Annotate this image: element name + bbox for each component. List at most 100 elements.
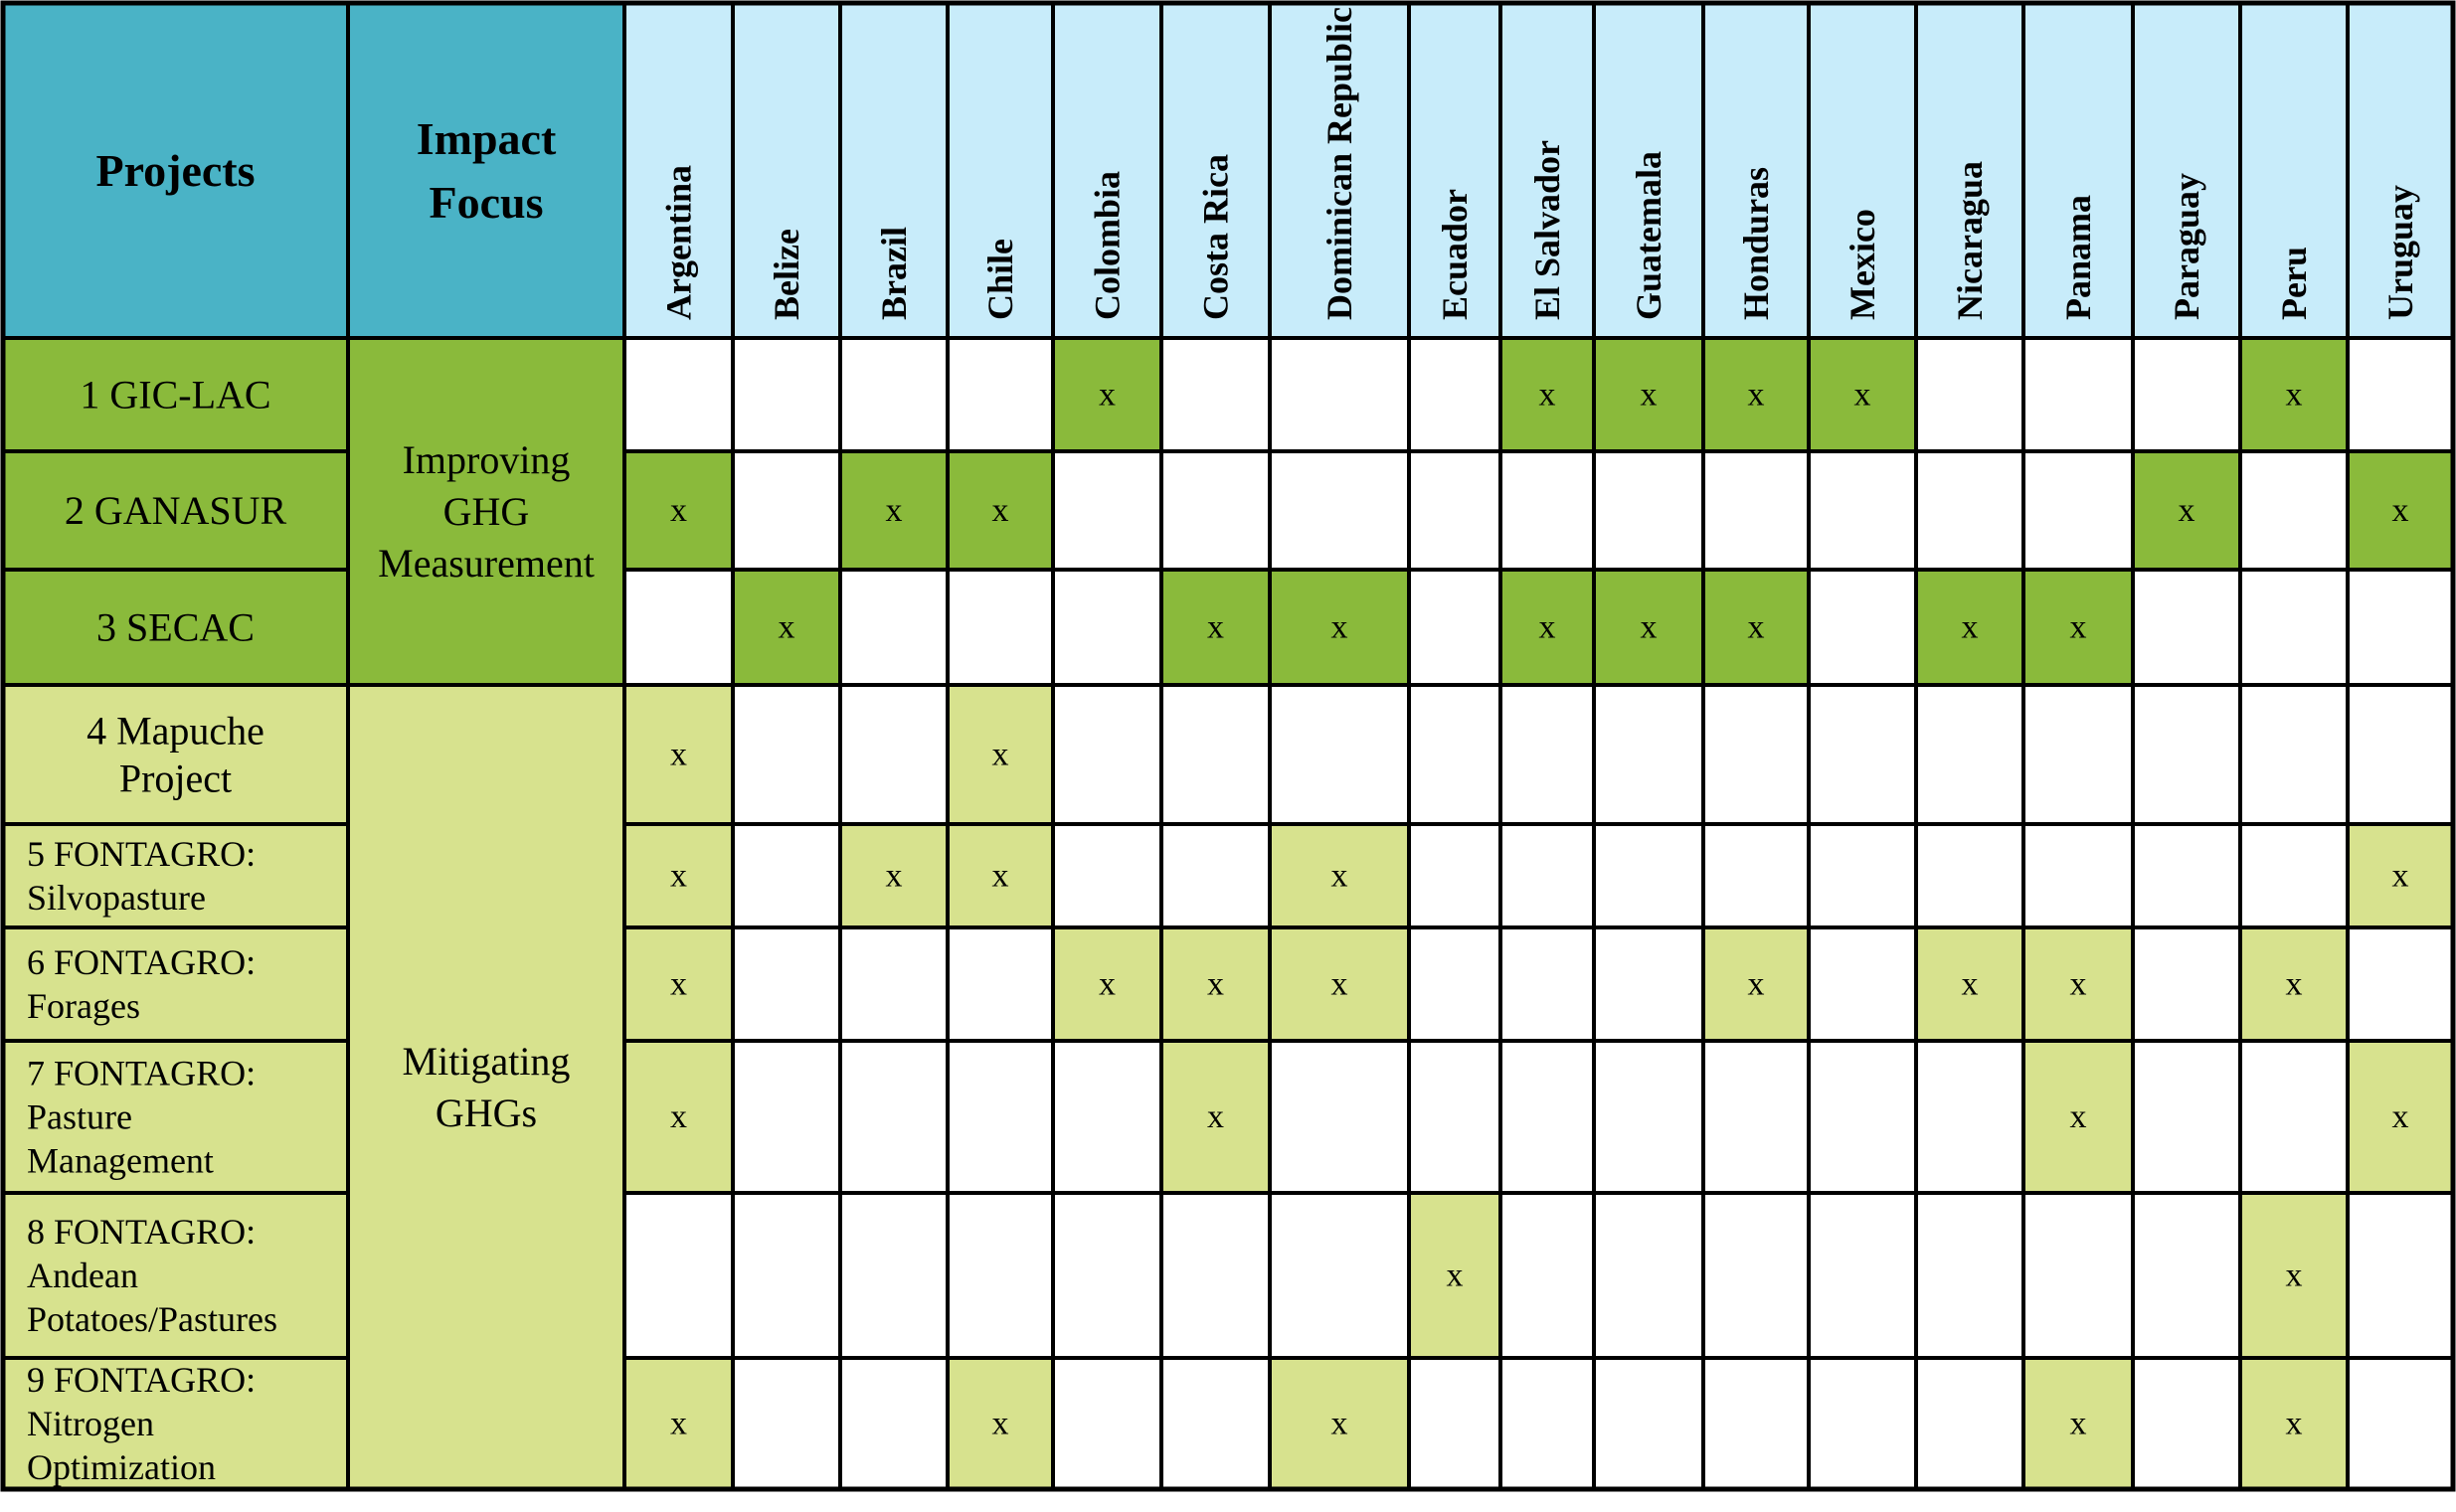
project-row-3-cell-uruguay — [2346, 568, 2455, 687]
country-header-cell-colombia — [1051, 1, 1163, 340]
project-row-1-cell-el-salvador — [1498, 336, 1596, 453]
project-row-5-cell-panama — [2021, 822, 2135, 929]
country-header-belize: Belize — [767, 229, 806, 320]
project-row-7-cell-belize — [731, 1039, 842, 1195]
project-row-4-cell-colombia — [1051, 683, 1163, 826]
project-row-8-cell-costa-rica — [1159, 1191, 1272, 1360]
project-row-8-cell-uruguay — [2346, 1191, 2455, 1360]
project-row-1-mark-el-salvador: x — [1539, 377, 1556, 414]
project-row-9-cell-el-salvador — [1498, 1356, 1596, 1491]
country-header-mexico: Mexico — [1842, 209, 1882, 320]
project-row-3-cell-ecuador — [1407, 568, 1502, 687]
project-row-3-cell-el-salvador — [1498, 568, 1596, 687]
project-row-5-cell-belize — [731, 822, 842, 929]
project-row-9-mark-peru: x — [2286, 1406, 2303, 1442]
project-row-2-cell-guatemala — [1592, 449, 1705, 572]
project-row-8-cell-dominican-republic — [1268, 1191, 1411, 1360]
project-row-1-mark-colombia: x — [1099, 377, 1116, 414]
project-row-6-cell-colombia — [1051, 925, 1163, 1043]
project-row-5-mark-uruguay: x — [2392, 858, 2409, 895]
country-header-nicaragua: Nicaragua — [1950, 161, 1990, 320]
project-row-7-cell-argentina — [622, 1039, 735, 1195]
project-row-2-mark-argentina: x — [670, 492, 687, 529]
project-row-9-cell-paraguay — [2131, 1356, 2242, 1491]
project-row-7-label-line-1: 7 FONTAGRO: — [27, 1054, 256, 1093]
project-row-9-cell-uruguay — [2346, 1356, 2455, 1491]
project-row-2-cell-peru — [2238, 449, 2350, 572]
project-row-2-mark-paraguay: x — [2179, 492, 2195, 529]
project-row-6-mark-colombia: x — [1099, 966, 1116, 1003]
project-row-4-label-line-2: Project — [119, 756, 232, 801]
impact-focus-group-2-line-1: Mitigating — [403, 1039, 571, 1084]
project-row-9-cell-honduras — [1701, 1356, 1811, 1491]
country-header-cell-honduras — [1701, 1, 1811, 340]
project-row-3-label-line-1: 3 SECAC — [96, 605, 255, 650]
projects-header: Projects — [95, 145, 255, 196]
project-row-6-cell-belize — [731, 925, 842, 1043]
impact-focus-group-cell-1 — [346, 336, 626, 687]
project-row-4-mark-chile: x — [992, 737, 1009, 773]
impact-focus-group-1-line-3: Measurement — [378, 541, 595, 586]
project-row-2-mark-brazil: x — [886, 492, 903, 529]
project-row-9-cell-colombia — [1051, 1356, 1163, 1491]
project-row-8-cell-panama — [2021, 1191, 2135, 1360]
project-row-8-label-line-1: 8 FONTAGRO: — [27, 1212, 256, 1252]
project-row-3-cell-guatemala — [1592, 568, 1705, 687]
project-row-7-cell-el-salvador — [1498, 1039, 1596, 1195]
project-row-3-mark-belize: x — [779, 609, 795, 646]
project-row-1-mark-honduras: x — [1748, 377, 1765, 414]
project-row-1-cell-honduras — [1701, 336, 1811, 453]
project-row-2-cell-nicaragua — [1914, 449, 2025, 572]
project-row-4-cell-chile — [946, 683, 1055, 826]
impact-focus-group-1-line-1: Improving — [403, 437, 571, 482]
country-header-argentina: Argentina — [659, 165, 699, 320]
project-row-7-cell-colombia — [1051, 1039, 1163, 1195]
project-row-4-cell-guatemala — [1592, 683, 1705, 826]
country-header-honduras: Honduras — [1736, 167, 1776, 320]
project-row-3-mark-panama: x — [2070, 609, 2087, 646]
impact-focus-group-2-line-2: GHGs — [436, 1091, 537, 1135]
project-row-1-mark-mexico: x — [1854, 377, 1871, 414]
country-header-brazil: Brazil — [874, 227, 914, 320]
project-row-7-mark-costa-rica: x — [1207, 1098, 1224, 1135]
project-row-6-cell-dominican-republic — [1268, 925, 1411, 1043]
project-row-8-mark-peru: x — [2286, 1258, 2303, 1294]
project-row-6-cell-chile — [946, 925, 1055, 1043]
project-row-3-mark-costa-rica: x — [1207, 609, 1224, 646]
project-row-4-cell-honduras — [1701, 683, 1811, 826]
project-row-3-cell-colombia — [1051, 568, 1163, 687]
project-row-9-cell-ecuador — [1407, 1356, 1502, 1491]
project-row-1-cell-paraguay — [2131, 336, 2242, 453]
project-row-1-mark-peru: x — [2286, 377, 2303, 414]
project-row-7-cell-guatemala — [1592, 1039, 1705, 1195]
project-row-5-mark-argentina: x — [670, 858, 687, 895]
project-row-8-cell-mexico — [1807, 1191, 1918, 1360]
project-row-5-cell-chile — [946, 822, 1055, 929]
project-row-6-label-line-2: Forages — [27, 986, 140, 1026]
project-row-7-cell-chile — [946, 1039, 1055, 1195]
project-row-3-cell-brazil — [838, 568, 950, 687]
country-header-colombia: Colombia — [1088, 171, 1128, 320]
project-row-4-mark-argentina: x — [670, 737, 687, 773]
project-row-3-mark-dominican-republic: x — [1331, 609, 1348, 646]
country-header-cell-dominican-republic — [1268, 1, 1411, 340]
country-header-uruguay: Uruguay — [2380, 185, 2420, 320]
project-row-6-cell-honduras — [1701, 925, 1811, 1043]
project-row-5-cell-paraguay — [2131, 822, 2242, 929]
project-row-5-cell-honduras — [1701, 822, 1811, 929]
project-row-7-mark-argentina: x — [670, 1098, 687, 1135]
project-row-6-cell-nicaragua — [1914, 925, 2025, 1043]
country-header-panama: Panama — [2058, 195, 2098, 320]
project-row-1-cell-uruguay — [2346, 336, 2455, 453]
impact-focus-group-cell-2 — [346, 683, 626, 1491]
project-row-9-mark-argentina: x — [670, 1406, 687, 1442]
project-row-6-label-line-1: 6 FONTAGRO: — [27, 942, 256, 982]
project-row-8-cell-chile — [946, 1191, 1055, 1360]
project-row-6-mark-dominican-republic: x — [1331, 966, 1348, 1003]
project-row-9-cell-guatemala — [1592, 1356, 1705, 1491]
project-row-5-cell-ecuador — [1407, 822, 1502, 929]
project-row-8-label-line-2: Andean — [27, 1256, 138, 1295]
project-row-5-cell-brazil — [838, 822, 950, 929]
project-row-4-label-line-1: 4 Mapuche — [87, 709, 264, 754]
project-row-4-cell-mexico — [1807, 683, 1918, 826]
